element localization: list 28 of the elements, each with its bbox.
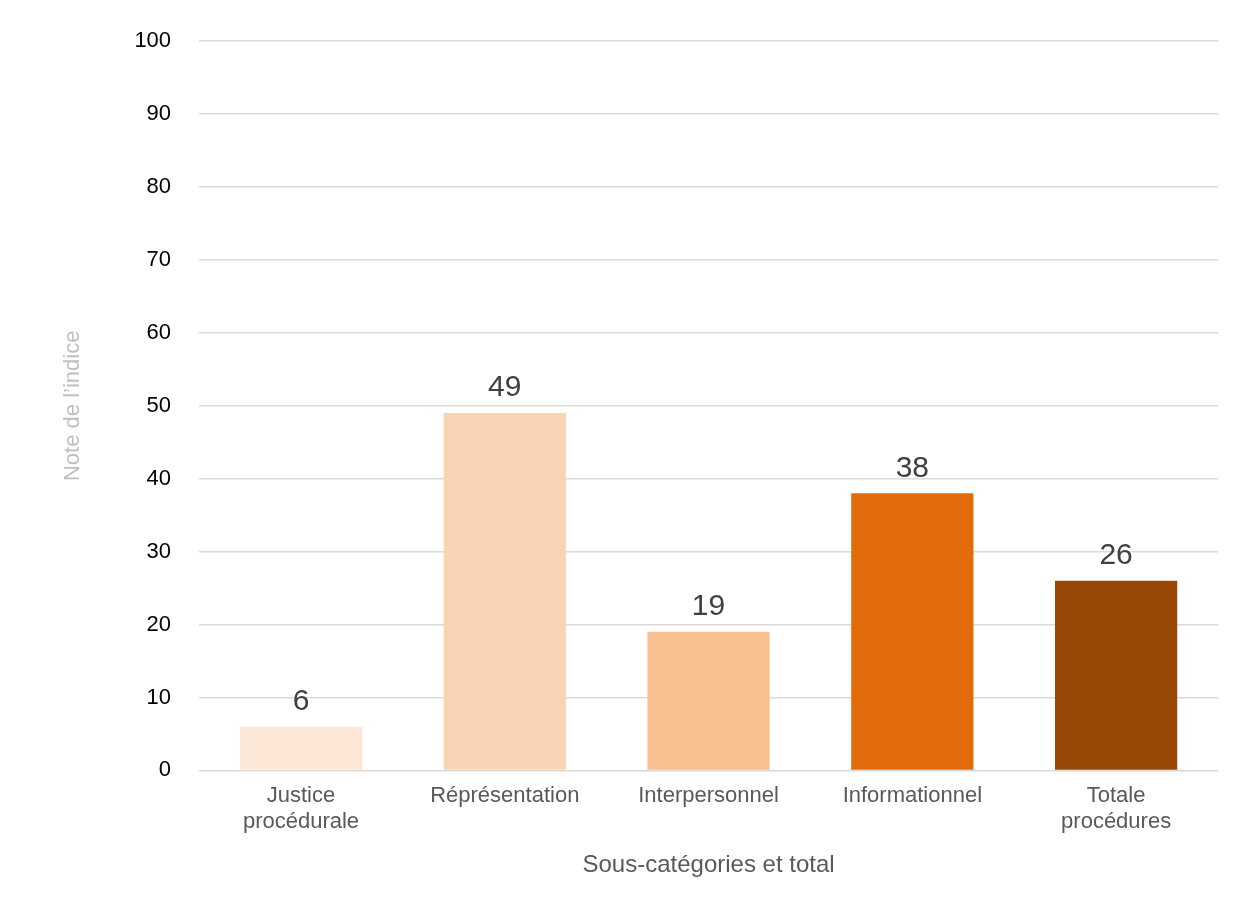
y-tick-label: 80 (146, 173, 172, 199)
x-tick-label: Totale procédures (1061, 781, 1172, 834)
x-tick-label: Justice procédurale (242, 781, 360, 834)
bar (851, 493, 974, 770)
x-tick-label: Réprésentation (430, 781, 580, 807)
bar (239, 726, 363, 770)
y-tick-label: 90 (146, 100, 172, 126)
y-tick-label: 0 (158, 756, 172, 782)
x-tick-label: Interpersonnel (638, 781, 779, 807)
y-axis-title: Note de l’indice (59, 330, 85, 482)
y-tick-label: 40 (146, 464, 172, 490)
data-label: 49 (488, 369, 522, 403)
x-tick-label: Informationnel (842, 781, 983, 807)
y-tick-label: 30 (146, 537, 172, 563)
y-tick-label: 20 (146, 610, 172, 636)
y-tick-label: 10 (146, 683, 172, 709)
bar (647, 631, 770, 770)
y-tick-label: 70 (146, 246, 172, 272)
data-label: 38 (895, 449, 930, 483)
data-label: 19 (691, 588, 726, 622)
y-tick-label: 50 (146, 391, 172, 417)
bar (443, 413, 566, 770)
x-axis-title: Sous-catégories et total (582, 850, 835, 878)
y-tick-label: 60 (146, 318, 172, 344)
bar (1054, 580, 1178, 770)
y-tick-label: 100 (134, 27, 172, 53)
data-label: 26 (1099, 537, 1133, 571)
data-label: 6 (292, 682, 310, 716)
